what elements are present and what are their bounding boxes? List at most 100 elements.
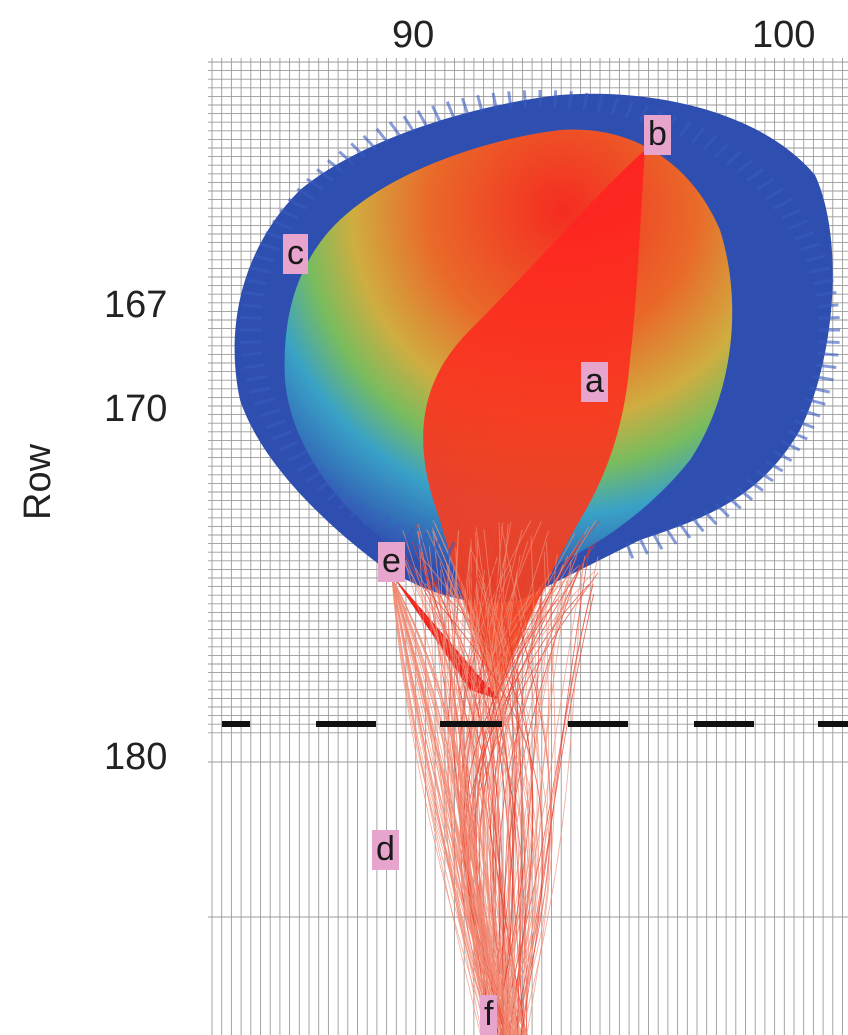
edge-hatch bbox=[402, 115, 415, 132]
edge-hatch bbox=[815, 290, 837, 297]
point-label-a: a bbox=[581, 362, 608, 402]
edge-hatch bbox=[416, 533, 428, 550]
edge-hatch bbox=[476, 94, 484, 113]
edge-hatch bbox=[678, 522, 692, 539]
edge-hatch bbox=[624, 541, 635, 559]
edge-hatch bbox=[272, 429, 292, 441]
edge-hatch bbox=[638, 537, 649, 555]
edge-hatch bbox=[416, 110, 428, 127]
edge-hatch bbox=[362, 134, 378, 151]
edge-hatch bbox=[812, 374, 834, 382]
edge-hatch bbox=[350, 142, 366, 158]
fiber-streamline bbox=[447, 577, 523, 1035]
edge-hatch bbox=[624, 101, 635, 119]
edge-hatch bbox=[678, 121, 692, 138]
edge-hatch bbox=[736, 159, 754, 174]
fiber-streamline bbox=[520, 563, 584, 1035]
edge-hatch bbox=[388, 121, 402, 138]
edge-hatch bbox=[350, 502, 366, 518]
edge-hatch bbox=[610, 97, 620, 115]
point-label-f: f bbox=[480, 995, 498, 1035]
edge-hatch bbox=[241, 351, 263, 357]
edge-hatch bbox=[326, 159, 344, 174]
fiber-streamline bbox=[470, 569, 496, 1035]
edge-hatch bbox=[306, 469, 324, 483]
edge-hatch bbox=[296, 459, 316, 473]
edge-hatch bbox=[764, 459, 784, 473]
edge-hatch bbox=[240, 315, 262, 320]
fiber-streamline bbox=[391, 577, 495, 1035]
edge-hatch bbox=[746, 168, 764, 182]
edge-hatch bbox=[326, 486, 344, 501]
edge-hatch bbox=[491, 92, 498, 110]
edge-hatch bbox=[746, 478, 764, 492]
edge-hatch bbox=[702, 134, 718, 151]
edge-hatch bbox=[582, 92, 589, 110]
edge-hatch bbox=[788, 429, 808, 441]
point-label-d: d bbox=[372, 830, 399, 870]
edge-hatch bbox=[249, 266, 271, 274]
edge-hatch bbox=[773, 450, 793, 463]
edge-hatch bbox=[714, 142, 730, 158]
fiber-streamline bbox=[499, 583, 594, 1035]
tract-blob bbox=[234, 90, 840, 1035]
edge-hatch bbox=[809, 386, 831, 394]
fiber-streamline bbox=[485, 569, 597, 1035]
edge-hatch bbox=[702, 509, 718, 526]
edge-hatch bbox=[279, 208, 300, 220]
fiber-streamline bbox=[391, 577, 487, 1035]
edge-hatch bbox=[690, 516, 705, 533]
fiber-streamline bbox=[391, 577, 488, 1035]
edge-hatch bbox=[362, 509, 378, 526]
edge-hatch bbox=[460, 97, 470, 115]
fiber-streamline bbox=[415, 568, 531, 1035]
edge-hatch bbox=[804, 397, 826, 406]
edge-hatch bbox=[794, 230, 815, 241]
y-tick-180: 180 bbox=[104, 736, 168, 778]
edge-hatch bbox=[567, 91, 573, 109]
fiber-streamline bbox=[468, 566, 512, 1035]
y-tick-170: 170 bbox=[104, 388, 168, 430]
edge-hatch bbox=[756, 469, 774, 483]
x-tick-90: 90 bbox=[392, 14, 435, 56]
edge-hatch bbox=[272, 219, 292, 231]
edge-hatch bbox=[243, 363, 265, 370]
edge-hatch bbox=[445, 101, 456, 119]
edge-hatch bbox=[431, 537, 442, 555]
fiber-streamline bbox=[510, 560, 572, 1035]
fiber-streamline bbox=[477, 579, 529, 1035]
edge-hatch bbox=[818, 315, 840, 320]
edge-hatch bbox=[812, 278, 834, 286]
edge-hatch bbox=[652, 533, 664, 550]
edge-hatch bbox=[254, 254, 276, 263]
fiber-streamline bbox=[391, 577, 508, 1035]
edge-hatch bbox=[246, 374, 268, 382]
edge-hatch bbox=[596, 94, 604, 113]
edge-hatch bbox=[259, 408, 280, 418]
edge-hatch bbox=[375, 516, 390, 533]
edge-hatch bbox=[553, 90, 558, 108]
edge-hatch bbox=[756, 177, 774, 191]
fiber-streamline bbox=[391, 577, 482, 1035]
fiber-streamline bbox=[491, 581, 561, 1035]
edge-hatch bbox=[804, 254, 826, 263]
edge-hatch bbox=[338, 150, 355, 166]
edge-hatch bbox=[809, 266, 831, 274]
edge-hatch bbox=[818, 340, 840, 345]
fiber-streamline bbox=[391, 577, 510, 1035]
edge-hatch bbox=[431, 105, 442, 123]
fiber-streamline bbox=[391, 577, 507, 1035]
point-label-b: b bbox=[644, 115, 671, 155]
edge-hatch bbox=[800, 242, 821, 252]
edge-hatch bbox=[794, 419, 815, 430]
edge-hatch bbox=[249, 386, 271, 394]
edge-hatch bbox=[265, 230, 286, 241]
edge-hatch bbox=[780, 208, 801, 220]
edge-hatch bbox=[665, 528, 678, 545]
edge-hatch bbox=[736, 486, 754, 501]
fiber-streamline bbox=[391, 577, 516, 1035]
fiber-streamline bbox=[391, 577, 491, 1035]
edge-hatch bbox=[773, 197, 793, 210]
edge-hatch bbox=[725, 494, 742, 510]
